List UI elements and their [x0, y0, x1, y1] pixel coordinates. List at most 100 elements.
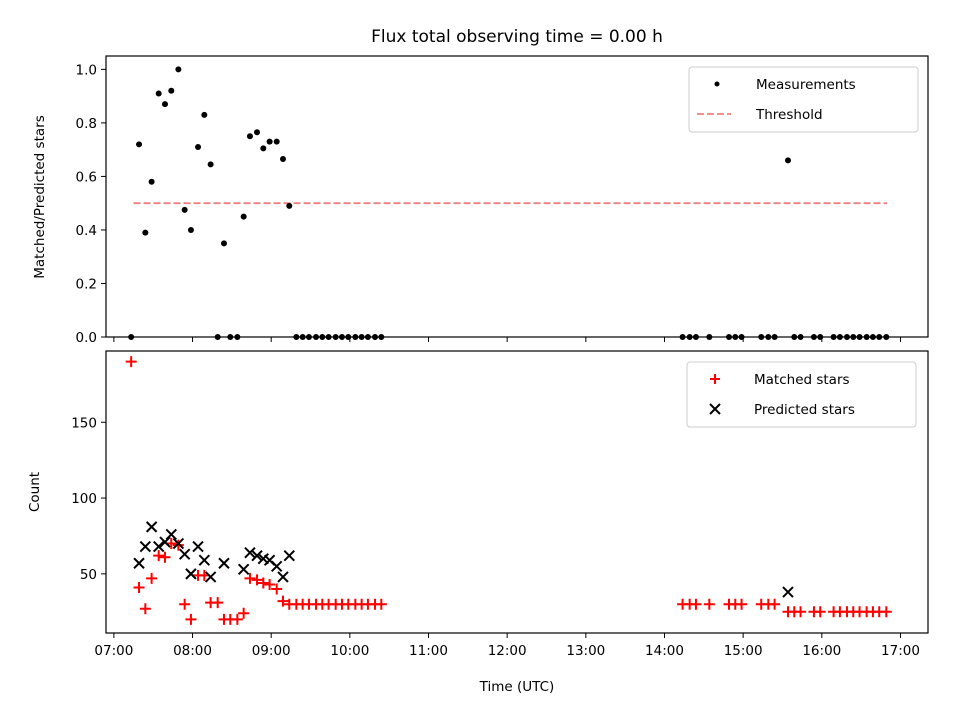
- matched-stars-point: [212, 597, 224, 609]
- matched-stars-point: [880, 606, 892, 618]
- matched-stars-point: [238, 607, 250, 619]
- predicted-stars-point: [270, 560, 283, 572]
- matched-stars-point: [159, 551, 171, 563]
- top-y-tick-label: 0.0: [76, 330, 97, 346]
- measurements-point: [181, 206, 188, 213]
- measurements-point: [279, 156, 286, 163]
- measurements-point: [136, 141, 143, 148]
- x-tick-label: 12:00: [488, 643, 527, 659]
- chart-title: Flux total observing time = 0.00 h: [371, 27, 663, 47]
- predicted-stars-point: [165, 528, 177, 541]
- predicted-stars-point: [152, 540, 165, 553]
- top-axes-frame: [105, 55, 929, 338]
- matched-stars-point: [231, 613, 243, 625]
- bottom-y-tick-label: 50: [80, 567, 97, 583]
- matched-stars-point: [703, 598, 715, 610]
- x-tick-label: 11:00: [409, 643, 448, 659]
- x-tick-label: 13:00: [566, 643, 605, 659]
- matched-stars-point: [179, 598, 191, 610]
- measurements-point: [286, 202, 293, 209]
- measurements-point: [175, 66, 182, 73]
- matched-stars-point: [375, 598, 387, 610]
- predicted-stars-point: [133, 557, 145, 569]
- x-tick-label: 08:00: [173, 643, 212, 659]
- legend-label-measurements: Measurements: [756, 77, 856, 93]
- legend-label-threshold: Threshold: [755, 107, 823, 123]
- measurements-point: [260, 145, 267, 152]
- predicted-stars-point: [237, 563, 250, 576]
- matched-stars-point: [277, 595, 289, 607]
- matched-stars-point: [271, 583, 283, 595]
- legend-label-matched-stars: Matched stars: [754, 372, 850, 388]
- top-panel: 0.0 0.2 0.4 0.6 0.8 1.0 Measurements Threshold: [76, 55, 929, 346]
- matched-stars-point: [814, 606, 826, 618]
- top-y-tick-label: 0.4: [76, 223, 97, 239]
- matched-stars-point: [690, 598, 702, 610]
- measurements-point: [187, 226, 194, 233]
- predicted-stars-point: [204, 571, 217, 583]
- measurements-point: [266, 138, 273, 145]
- measurements-point: [142, 229, 149, 236]
- bottom-y-axis-label: Count: [27, 472, 43, 512]
- predicted-stars-point: [218, 557, 230, 569]
- top-y-tick-label: 0.2: [76, 276, 97, 292]
- x-tick-label: 16:00: [802, 643, 841, 659]
- measurements-point: [240, 213, 247, 220]
- legend-matched-marker: [710, 374, 720, 384]
- top-y-tick-label: 0.8: [76, 116, 97, 132]
- predicted-stars-point: [145, 521, 158, 533]
- predicted-stars-point: [198, 554, 211, 566]
- bottom-y-tick-label: 150: [71, 415, 97, 431]
- x-tick-label: 17:00: [881, 643, 920, 659]
- predicted-stars-point: [172, 537, 185, 550]
- matched-stars-point: [139, 603, 151, 615]
- measurements-point: [195, 143, 202, 150]
- predicted-stars-point: [185, 568, 197, 580]
- predicted-stars-point: [283, 549, 295, 562]
- matched-stars-point: [769, 598, 781, 610]
- top-y-axis-label: Matched/Predicted stars: [32, 115, 48, 278]
- legend-label-predicted-stars: Predicted stars: [754, 402, 855, 418]
- x-tick-label: 14:00: [645, 643, 684, 659]
- bottom-y-tick-label: 100: [71, 491, 97, 507]
- top-y-tick-label: 1.0: [76, 62, 97, 78]
- matched-stars-point: [244, 572, 256, 584]
- matched-stars-point: [251, 574, 263, 586]
- measurements-point: [168, 87, 175, 94]
- legend-measurements-marker: [714, 81, 720, 87]
- predicted-stars-point: [251, 549, 263, 562]
- measurements-point: [784, 157, 791, 164]
- predicted-stars-point: [277, 571, 289, 583]
- predicted-stars-point: [782, 586, 794, 598]
- measurements-point: [273, 138, 280, 145]
- legend-predicted-marker: [709, 403, 721, 415]
- measurements-point: [207, 161, 214, 168]
- matched-stars-point: [264, 578, 276, 590]
- measurements-point: [246, 133, 253, 140]
- x-tick-label: 15:00: [724, 643, 763, 659]
- bottom-panel: 50 100 150 07:00 08:00 09:00 10:00 11:00 12:00 13…: [71, 350, 929, 659]
- predicted-stars-point: [139, 540, 152, 553]
- predicted-stars-point: [178, 548, 191, 560]
- predicted-stars-point: [244, 546, 256, 559]
- measurements-point: [155, 90, 162, 97]
- matched-stars-point: [133, 582, 145, 594]
- measurements-point: [220, 240, 227, 247]
- measurements-point: [201, 111, 208, 118]
- x-tick-label: 10:00: [330, 643, 369, 659]
- x-axis-label: Time (UTC): [479, 679, 555, 695]
- top-y-tick-label: 0.6: [76, 169, 97, 185]
- predicted-stars-point: [192, 540, 204, 553]
- matched-stars-point: [736, 598, 748, 610]
- matched-stars-point: [125, 356, 137, 368]
- matched-stars-point: [185, 613, 197, 625]
- x-tick-label: 09:00: [252, 643, 291, 659]
- matched-stars-point: [795, 606, 807, 618]
- matched-stars-point: [153, 550, 165, 562]
- top-legend: [688, 66, 919, 133]
- matched-stars-point: [172, 539, 184, 551]
- measurements-point: [161, 101, 168, 108]
- x-tick-label: 07:00: [94, 643, 133, 659]
- matched-stars-point: [146, 572, 158, 584]
